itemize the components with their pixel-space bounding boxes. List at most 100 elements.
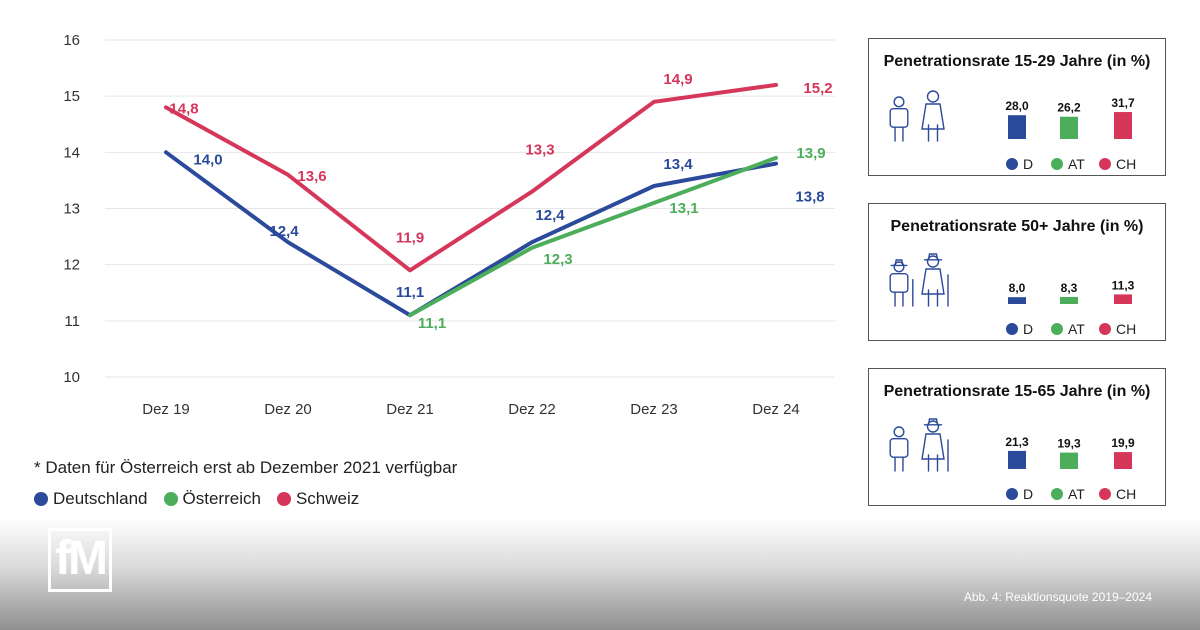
data-label: 13,1 [669, 200, 698, 217]
legend-label-deutschland: Deutschland [53, 489, 148, 508]
panel-title: Penetrationsrate 50+ Jahre (in %) [890, 218, 1144, 235]
elderly-people-icon [889, 253, 949, 307]
y-tick-label: 15 [63, 88, 80, 105]
legend-dot-schweiz [276, 492, 291, 506]
legend-item-schweiz: Schweiz [276, 489, 359, 509]
data-label: 13,3 [525, 142, 554, 159]
person-legs [894, 126, 904, 142]
person-head [893, 426, 905, 438]
person-hat [923, 418, 943, 426]
series-line-deutschland [164, 150, 778, 318]
mini-legend-label-d: D [1023, 486, 1033, 502]
person-legs [927, 124, 939, 142]
bar-at [1060, 452, 1078, 469]
mini-legend-dot-at [1051, 488, 1063, 500]
young-people-icon [889, 90, 945, 142]
panel-15-65: Penetrationsrate 15-65 Jahre (in %) 21,3… [868, 368, 1166, 506]
bar-d [1008, 297, 1026, 304]
footer-band [0, 518, 1200, 630]
data-label: 13,8 [795, 189, 824, 206]
y-tick-label: 16 [63, 32, 80, 49]
bar-d [1008, 115, 1026, 139]
person-legs [927, 289, 939, 307]
legend-dot-oesterreich [163, 492, 178, 506]
data-label: 12,3 [543, 251, 572, 268]
person-dress [921, 433, 945, 460]
legend-dot-deutschland [34, 492, 48, 506]
bar-value-label: 31,7 [1111, 96, 1135, 110]
bar-value-label: 26,2 [1057, 101, 1081, 115]
person-legs [894, 456, 904, 472]
bar-value-label: 8,0 [1009, 281, 1026, 295]
y-tick-label: 13 [63, 201, 80, 218]
series-line-schweiz [164, 82, 778, 273]
bar-value-label: 21,3 [1005, 435, 1029, 449]
mini-legend-dot-d [1006, 158, 1018, 170]
mini-legend-label-ch: CH [1116, 156, 1136, 172]
person-torso [889, 437, 909, 458]
data-label: 13,4 [663, 156, 693, 173]
mini-legend-label-at: AT [1068, 486, 1085, 502]
data-label: 15,2 [803, 80, 832, 97]
x-tick-label: Dez 21 [386, 401, 434, 418]
person-hat [923, 253, 943, 261]
person-hat [890, 259, 908, 267]
legend-label-oesterreich: Österreich [182, 489, 261, 508]
data-label: 13,9 [796, 145, 825, 162]
legend-item-deutschland: Deutschland [34, 489, 148, 509]
y-tick-label: 10 [63, 369, 80, 386]
mini-legend-label-ch: CH [1116, 486, 1136, 502]
mini-legend-dot-d [1006, 323, 1018, 335]
mini-legend-label-d: D [1023, 321, 1033, 337]
bar-value-label: 19,3 [1057, 437, 1081, 451]
person-torso [889, 107, 909, 128]
person-dress [921, 268, 945, 295]
person-head [926, 420, 940, 433]
bar-d [1008, 450, 1026, 469]
adult-and-elderly-icon [889, 418, 949, 472]
fm-logo: fM [48, 528, 112, 592]
mini-legend-label-at: AT [1068, 156, 1085, 172]
mini-legend-label-d: D [1023, 156, 1033, 172]
data-label: 14,8 [169, 100, 198, 117]
series-line-österreich [408, 155, 778, 318]
mini-legend-label-ch: CH [1116, 321, 1136, 337]
mini-legend-dot-ch [1099, 488, 1111, 500]
mini-legend-dot-ch [1099, 323, 1111, 335]
data-label: 14,0 [193, 151, 222, 168]
x-tick-label: Dez 24 [752, 401, 800, 418]
person-head [926, 90, 940, 103]
person-torso [889, 272, 909, 293]
mini-legend-dot-at [1051, 158, 1063, 170]
footnote: * Daten für Österreich erst ab Dezember … [34, 458, 458, 477]
line-chart: 10 11 12 13 14 15 16 Dez 19 Dez 20 Dez 21 Dez 22 De… [63, 32, 835, 418]
bar-at [1060, 296, 1078, 304]
y-tick-label: 11 [64, 313, 80, 330]
x-tick-label: Dez 20 [264, 401, 312, 418]
y-tick-label: 14 [63, 144, 80, 161]
panel-title: Penetrationsrate 15-29 Jahre (in %) [883, 53, 1151, 70]
bar-value-label: 11,3 [1112, 278, 1135, 292]
data-label: 11,9 [396, 229, 424, 246]
data-label: 11,1 [396, 284, 424, 301]
bar-value-label: 28,0 [1005, 99, 1029, 113]
mini-legend-label-at: AT [1068, 321, 1085, 337]
data-label: 12,4 [269, 223, 299, 240]
bar-value-label: 19,9 [1111, 436, 1135, 450]
x-tick-label: Dez 23 [630, 401, 678, 418]
person-head [893, 96, 905, 108]
data-label: 12,4 [535, 207, 565, 224]
bar-ch [1114, 452, 1132, 469]
data-label: 14,9 [663, 71, 692, 88]
bar-value-label: 8,3 [1061, 281, 1078, 295]
person-head [893, 261, 905, 273]
person-dress [921, 103, 945, 130]
bar-ch [1114, 294, 1132, 304]
figure-caption: Abb. 4: Reaktionsquote 2019–2024 [963, 590, 1152, 604]
y-tick-label: 12 [63, 257, 80, 274]
person-head [926, 255, 940, 268]
data-label: 11,1 [418, 315, 446, 332]
chart-legend: Deutschland Österreich Schweiz [34, 489, 359, 509]
person-legs [894, 291, 904, 307]
mini-legend-dot-ch [1099, 158, 1111, 170]
